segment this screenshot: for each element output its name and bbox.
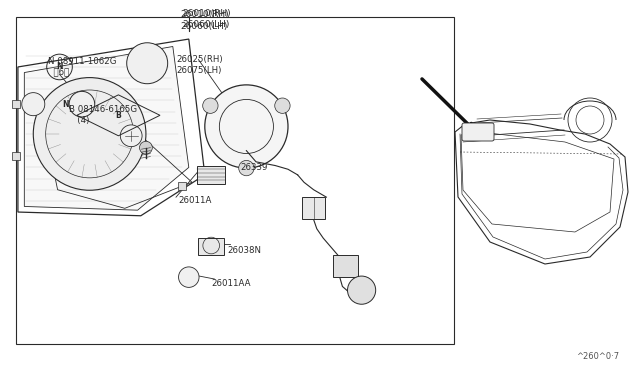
Bar (179, 182, 186, 190)
FancyBboxPatch shape (302, 197, 325, 219)
Text: 26025(RH)
26075(LH): 26025(RH) 26075(LH) (176, 55, 223, 75)
Text: 26010(RH)
26060(LH): 26010(RH) 26060(LH) (182, 9, 231, 29)
Circle shape (239, 160, 254, 176)
FancyBboxPatch shape (198, 238, 224, 255)
Circle shape (127, 43, 168, 84)
FancyBboxPatch shape (462, 123, 494, 141)
Circle shape (22, 93, 45, 116)
Bar (16, 17, 454, 344)
Text: 26011A: 26011A (178, 196, 211, 205)
FancyBboxPatch shape (333, 255, 358, 277)
Circle shape (348, 276, 376, 304)
Circle shape (179, 267, 199, 288)
Text: 26038N: 26038N (227, 246, 261, 254)
Circle shape (275, 98, 290, 113)
Circle shape (205, 85, 288, 168)
Text: B: B (116, 111, 121, 120)
Text: B 08146-6165G
   (4): B 08146-6165G (4) (69, 105, 137, 125)
Text: ^260^0·7: ^260^0·7 (577, 352, 620, 361)
Polygon shape (24, 46, 189, 210)
Bar (12, 152, 20, 160)
Text: 26010(RH)
26060(LH): 26010(RH) 26060(LH) (180, 10, 229, 31)
Circle shape (33, 78, 146, 190)
Text: N 08911-1062G
  〈6〉: N 08911-1062G 〈6〉 (48, 57, 116, 77)
Text: 26011AA: 26011AA (211, 279, 251, 288)
Circle shape (203, 98, 218, 113)
Circle shape (140, 141, 152, 154)
Text: N: N (56, 62, 63, 71)
Text: N: N (62, 100, 68, 109)
FancyBboxPatch shape (197, 166, 225, 184)
Text: 26339: 26339 (240, 163, 268, 172)
Circle shape (120, 125, 142, 147)
Bar (12, 100, 20, 108)
Circle shape (69, 92, 95, 117)
